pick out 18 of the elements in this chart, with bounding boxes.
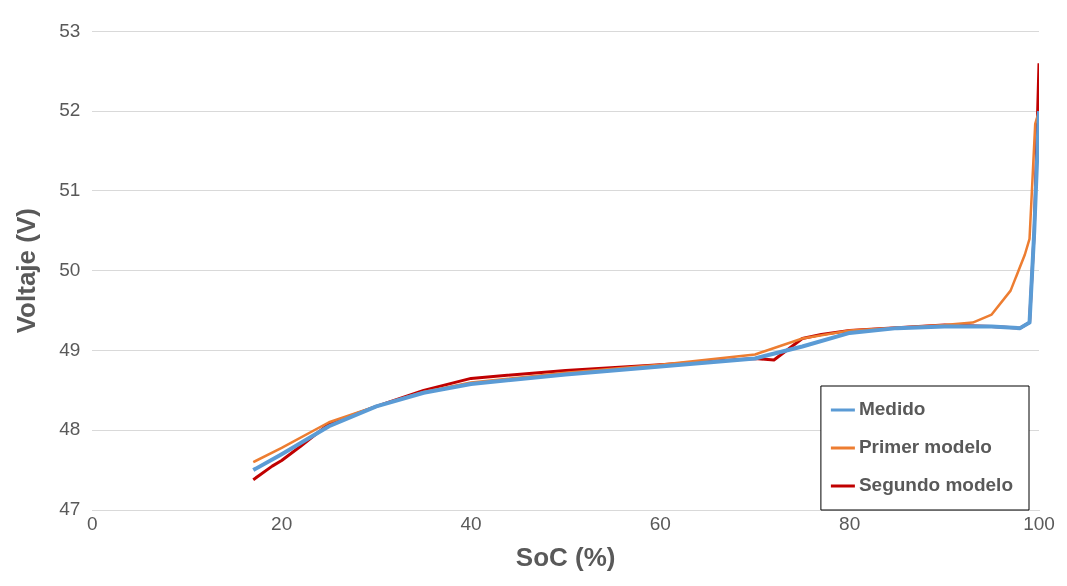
y-tick-label: 49 [59, 338, 81, 360]
y-tick-label: 53 [59, 19, 81, 41]
x-tick-label: 60 [649, 512, 671, 534]
legend-label: Segundo modelo [858, 474, 1013, 496]
x-tick-label: 40 [460, 512, 482, 534]
y-tick-label: 50 [59, 258, 81, 280]
x-axis-title: SoC (%) [515, 541, 616, 572]
y-tick-label: 52 [59, 99, 81, 121]
y-tick-label: 48 [59, 418, 81, 440]
x-tick-label: 20 [271, 512, 293, 534]
legend-label: Medido [858, 398, 926, 420]
y-axis-title: Voltaje (V) [10, 208, 41, 334]
y-tick-label: 47 [59, 498, 81, 520]
x-tick-label: 100 [1023, 512, 1055, 534]
legend-label: Primer modelo [858, 436, 992, 458]
x-tick-label: 0 [87, 512, 98, 534]
y-tick-label: 51 [59, 179, 81, 201]
x-tick-label: 80 [839, 512, 861, 534]
